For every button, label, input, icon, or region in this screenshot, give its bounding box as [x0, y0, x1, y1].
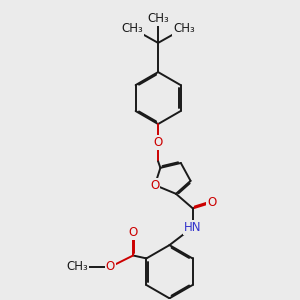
Text: O: O [106, 260, 115, 273]
Text: O: O [128, 226, 138, 239]
Text: O: O [207, 196, 216, 209]
Text: CH₃: CH₃ [147, 12, 169, 25]
Text: O: O [154, 136, 163, 149]
Text: O: O [150, 178, 160, 192]
Text: CH₃: CH₃ [173, 22, 195, 35]
Text: HN: HN [184, 221, 202, 234]
Text: CH₃: CH₃ [121, 22, 143, 35]
Text: CH₃: CH₃ [67, 260, 88, 273]
